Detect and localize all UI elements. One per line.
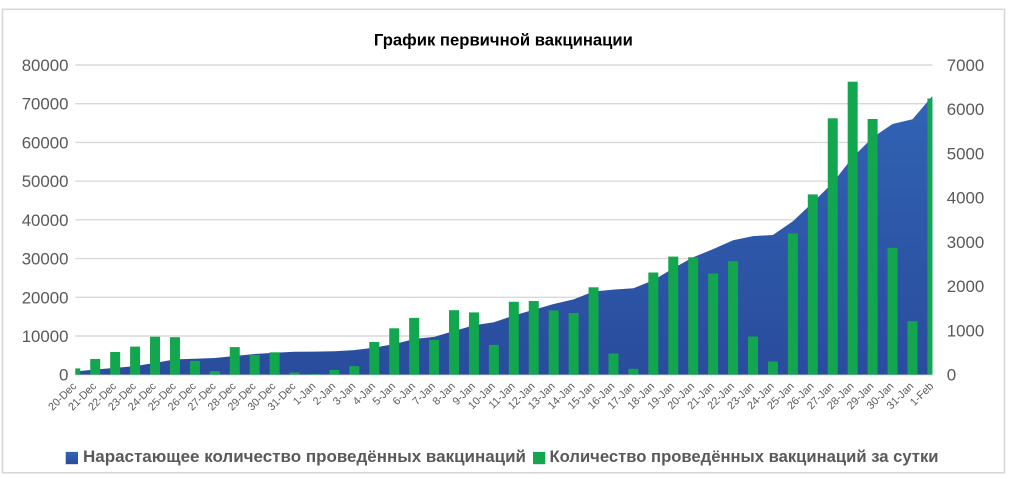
svg-text:50000: 50000 <box>22 172 69 191</box>
svg-text:Нарастающее количество проведё: Нарастающее количество проведённых вакци… <box>83 447 526 466</box>
svg-text:20000: 20000 <box>22 288 69 307</box>
svg-text:7000: 7000 <box>947 56 985 75</box>
svg-text:2000: 2000 <box>947 277 985 296</box>
svg-text:60000: 60000 <box>22 133 69 152</box>
svg-text:Количество проведённых вакцина: Количество проведённых вакцинаций за сут… <box>550 447 939 466</box>
svg-text:1000: 1000 <box>947 321 985 340</box>
svg-text:40000: 40000 <box>22 211 69 230</box>
svg-text:3000: 3000 <box>947 233 985 252</box>
svg-text:70000: 70000 <box>22 95 69 114</box>
svg-text:30000: 30000 <box>22 250 69 269</box>
svg-text:80000: 80000 <box>22 56 69 75</box>
svg-text:10000: 10000 <box>22 327 69 346</box>
svg-text:4000: 4000 <box>947 189 985 208</box>
svg-text:0: 0 <box>947 366 956 385</box>
svg-text:0: 0 <box>59 366 68 385</box>
svg-text:5000: 5000 <box>947 144 985 163</box>
svg-text:6000: 6000 <box>947 100 985 119</box>
svg-text:График первичной вакцинации: График первичной вакцинации <box>374 30 633 49</box>
